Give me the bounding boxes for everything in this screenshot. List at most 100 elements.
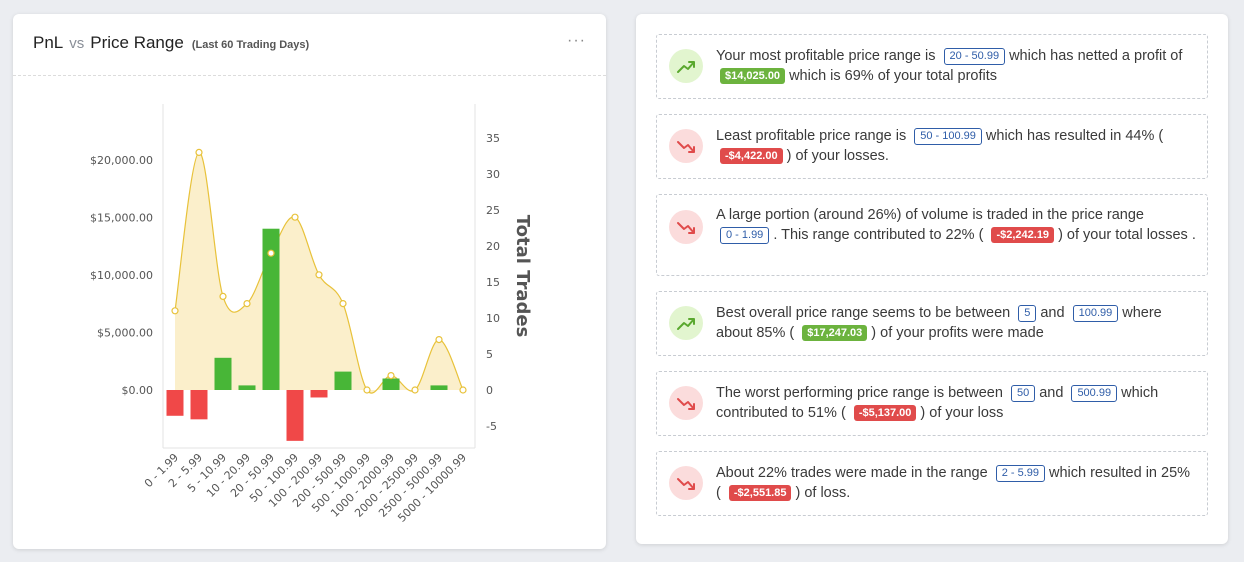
loss-badge: -$5,137.00 — [853, 405, 917, 421]
trades-point-6 — [315, 271, 323, 279]
price-range-pill: 2 - 5.99 — [995, 465, 1045, 482]
pnl-bar-0 — [166, 390, 184, 416]
insight-item: Your most profitable price range is 20 -… — [656, 34, 1208, 99]
left-tick-label: $5,000.00 — [97, 327, 153, 340]
insight-item: A large portion (around 26%) of volume i… — [656, 194, 1208, 276]
trades-point-4 — [267, 249, 275, 257]
insight-text-part: ) of your profits were made — [871, 325, 1044, 341]
insight-item: Least profitable price range is 50 - 100… — [656, 114, 1208, 179]
insights-card: Your most profitable price range is 20 -… — [636, 14, 1228, 544]
trades-point-2 — [219, 292, 227, 300]
trades-point-5 — [291, 213, 299, 221]
pnl-bar-11 — [430, 385, 448, 390]
insight-text-part: The worst performing price range is betw… — [716, 385, 1003, 401]
insight-text-part: Best overall price range seems to be bet… — [716, 305, 1011, 321]
insight-text: A large portion (around 26%) of volume i… — [716, 205, 1197, 245]
right-tick-label: 0 — [486, 384, 493, 397]
left-tick-label: $10,000.00 — [90, 269, 153, 282]
price-range-pill: 500.99 — [1071, 385, 1118, 402]
trades-point-8 — [363, 386, 371, 394]
insight-text-part: Least profitable price range is — [716, 128, 907, 144]
insight-text: Your most profitable price range is 20 -… — [716, 46, 1197, 86]
right-tick-label: 15 — [486, 276, 500, 289]
price-range-pill: 50 — [1010, 385, 1036, 402]
price-range-pill: 0 - 1.99 — [720, 227, 770, 244]
chart-subtitle: (Last 60 Trading Days) — [191, 39, 310, 51]
insight-text-part: and — [1040, 305, 1065, 321]
right-tick-label: -5 — [486, 420, 497, 433]
pnl-bar-7 — [334, 371, 352, 390]
trades-point-1 — [195, 148, 203, 157]
title-vs: vs — [69, 35, 85, 52]
left-tick-label: $20,000.00 — [90, 154, 153, 167]
insight-text-part: which resulted in 25% ( — [716, 465, 1191, 501]
insight-text-part: . This range contributed to 22% ( — [773, 227, 984, 243]
loss-badge: -$2,242.19 — [991, 227, 1055, 243]
insight-item: The worst performing price range is betw… — [656, 371, 1208, 436]
trades-point-0 — [171, 307, 179, 315]
profit-badge: $14,025.00 — [720, 68, 786, 84]
right-tick-label: 5 — [486, 348, 493, 361]
trend-down-icon — [669, 386, 703, 420]
loss-badge: -$2,551.85 — [728, 485, 792, 501]
total-trades-line — [174, 151, 464, 394]
price-range-pill: 20 - 50.99 — [943, 48, 1006, 65]
trades-point-3 — [243, 300, 251, 308]
trades-point-9 — [387, 372, 395, 380]
pnl-bar-9 — [382, 378, 400, 390]
insight-item: Best overall price range seems to be bet… — [656, 291, 1208, 356]
insight-text-part: ) of your loss — [920, 405, 1004, 421]
pnl-bar-5 — [286, 390, 304, 441]
trades-point-11 — [435, 336, 443, 344]
trades-point-10 — [411, 386, 419, 394]
insight-text-part: ) of your losses. — [786, 148, 889, 164]
insight-text-part: which has netted a profit of — [1009, 48, 1183, 64]
pnl-bar-2 — [214, 357, 232, 390]
insight-text-part: Your most profitable price range is — [716, 48, 936, 64]
insight-text-part: ) of your total losses . — [1058, 227, 1196, 243]
right-tick-label: 30 — [486, 168, 500, 181]
right-axis-title: Total Trades — [512, 215, 533, 338]
price-range-pill: 100.99 — [1072, 305, 1119, 322]
insight-text: Best overall price range seems to be bet… — [716, 303, 1197, 343]
insight-text: About 22% trades were made in the range … — [716, 463, 1197, 503]
trend-down-icon — [669, 210, 703, 244]
pnl-price-range-card: PnL vs Price Range (Last 60 Trading Days) ·… — [13, 14, 606, 549]
price-range-pill: 50 - 100.99 — [914, 128, 982, 145]
pnl-bar-4 — [262, 228, 280, 390]
pnl-chart: $0.00 $5,000.00 $10,000.00 $15,000.00 $20,00… — [90, 104, 533, 525]
left-tick-label: $0.00 — [122, 384, 154, 397]
insight-text-part: which contributed to 51% ( — [716, 385, 1159, 421]
pnl-bar-3 — [238, 385, 256, 390]
card-header: PnL vs Price Range (Last 60 Trading Days) ·… — [13, 14, 606, 76]
right-tick-label: 25 — [486, 204, 500, 217]
trend-down-icon — [669, 129, 703, 163]
insight-text-part: and — [1039, 385, 1064, 401]
trades-point-12 — [459, 386, 467, 394]
profit-badge: $17,247.03 — [802, 325, 868, 341]
pnl-bar-6 — [310, 390, 328, 398]
trend-down-icon — [669, 466, 703, 500]
right-tick-label: 10 — [486, 312, 500, 325]
insight-text-part: which has resulted in 44% ( — [985, 128, 1164, 144]
insight-text-part: which is 69% of your total profits — [789, 68, 997, 84]
insight-text-part: A large portion (around 26%) of volume i… — [716, 207, 1144, 223]
trend-up-icon — [669, 306, 703, 340]
insight-text-part: About 22% trades were made in the range — [716, 465, 988, 481]
title-price-range: Price Range — [90, 33, 184, 52]
right-tick-label: 20 — [486, 240, 500, 253]
pnl-bar-1 — [190, 390, 208, 420]
price-range-pill: 5 — [1018, 305, 1037, 322]
more-options-icon[interactable]: ··· — [567, 32, 586, 49]
right-tick-label: 35 — [486, 132, 500, 145]
chart-title: PnL vs Price Range (Last 60 Trading Days) — [33, 33, 309, 53]
title-pnl: PnL — [33, 33, 64, 52]
trend-up-icon — [669, 49, 703, 83]
left-tick-label: $15,000.00 — [90, 212, 153, 225]
loss-badge: -$4,422.00 — [720, 148, 783, 164]
insight-text: The worst performing price range is betw… — [716, 383, 1197, 423]
insight-text-part: where about 85% ( — [716, 305, 1162, 341]
insight-text: Least profitable price range is 50 - 100… — [716, 126, 1197, 166]
insight-item: About 22% trades were made in the range … — [656, 451, 1208, 516]
insight-text-part: ) of loss. — [795, 485, 851, 501]
